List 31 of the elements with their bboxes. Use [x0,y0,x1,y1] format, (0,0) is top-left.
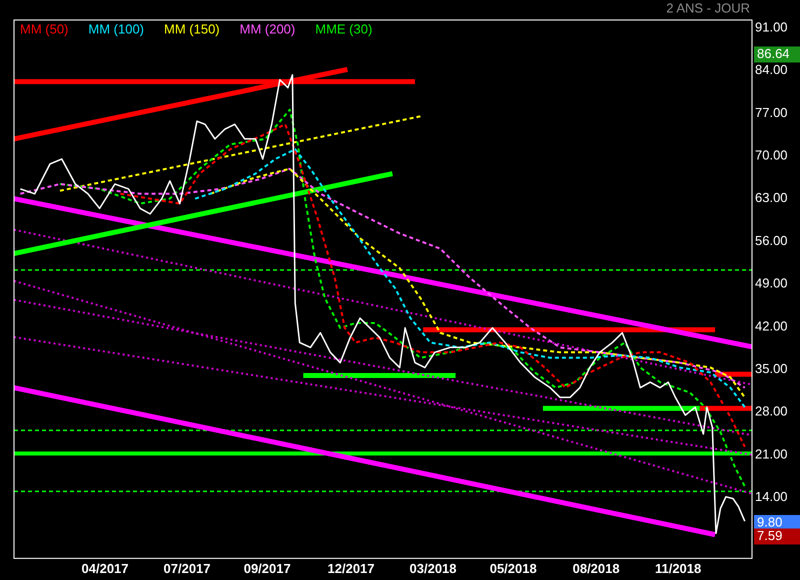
y-tick-label: 49.00 [755,276,788,291]
text: MM (50) [20,22,68,37]
x-tick-label: 12/2017 [328,560,375,576]
y-tick-label: 14.00 [755,489,788,504]
y-tick-label: 42.00 [755,318,788,334]
y-tick-label: 77.00 [755,104,788,120]
x-tick-label: 11/2018 [654,560,702,576]
chart-subtitle: 2 ANS - JOUR [666,0,750,16]
text: MM (200) [240,22,296,37]
x-tick-label: 07/2017 [164,560,211,576]
y-tick-label: 35.00 [755,360,788,376]
text: MM (150) [164,22,220,37]
x-tick-label: 03/2018 [410,560,457,576]
y-tick-label: 91.00 [755,20,788,35]
y-tick-label: 84.00 [755,62,788,78]
line-series [19,168,746,389]
text: 86.64 [757,46,790,62]
text: 7.59 [757,528,782,544]
y-tick-label: 21.00 [755,446,788,462]
y-tick-label: 28.00 [755,404,788,419]
x-tick-label: 08/2018 [572,560,620,576]
x-tick-label: 09/2017 [244,560,291,576]
text: MM (100) [88,22,144,37]
text: 9.80 [757,514,782,530]
y-tick-label: 63.00 [755,190,788,206]
y-tick-label: 56.00 [755,232,788,248]
text: MME (30) [315,22,372,37]
line-series [58,108,746,488]
x-tick-label: 05/2018 [490,560,537,576]
x-tick-label: 04/2017 [82,560,129,576]
y-tick-label: 70.00 [755,148,788,163]
